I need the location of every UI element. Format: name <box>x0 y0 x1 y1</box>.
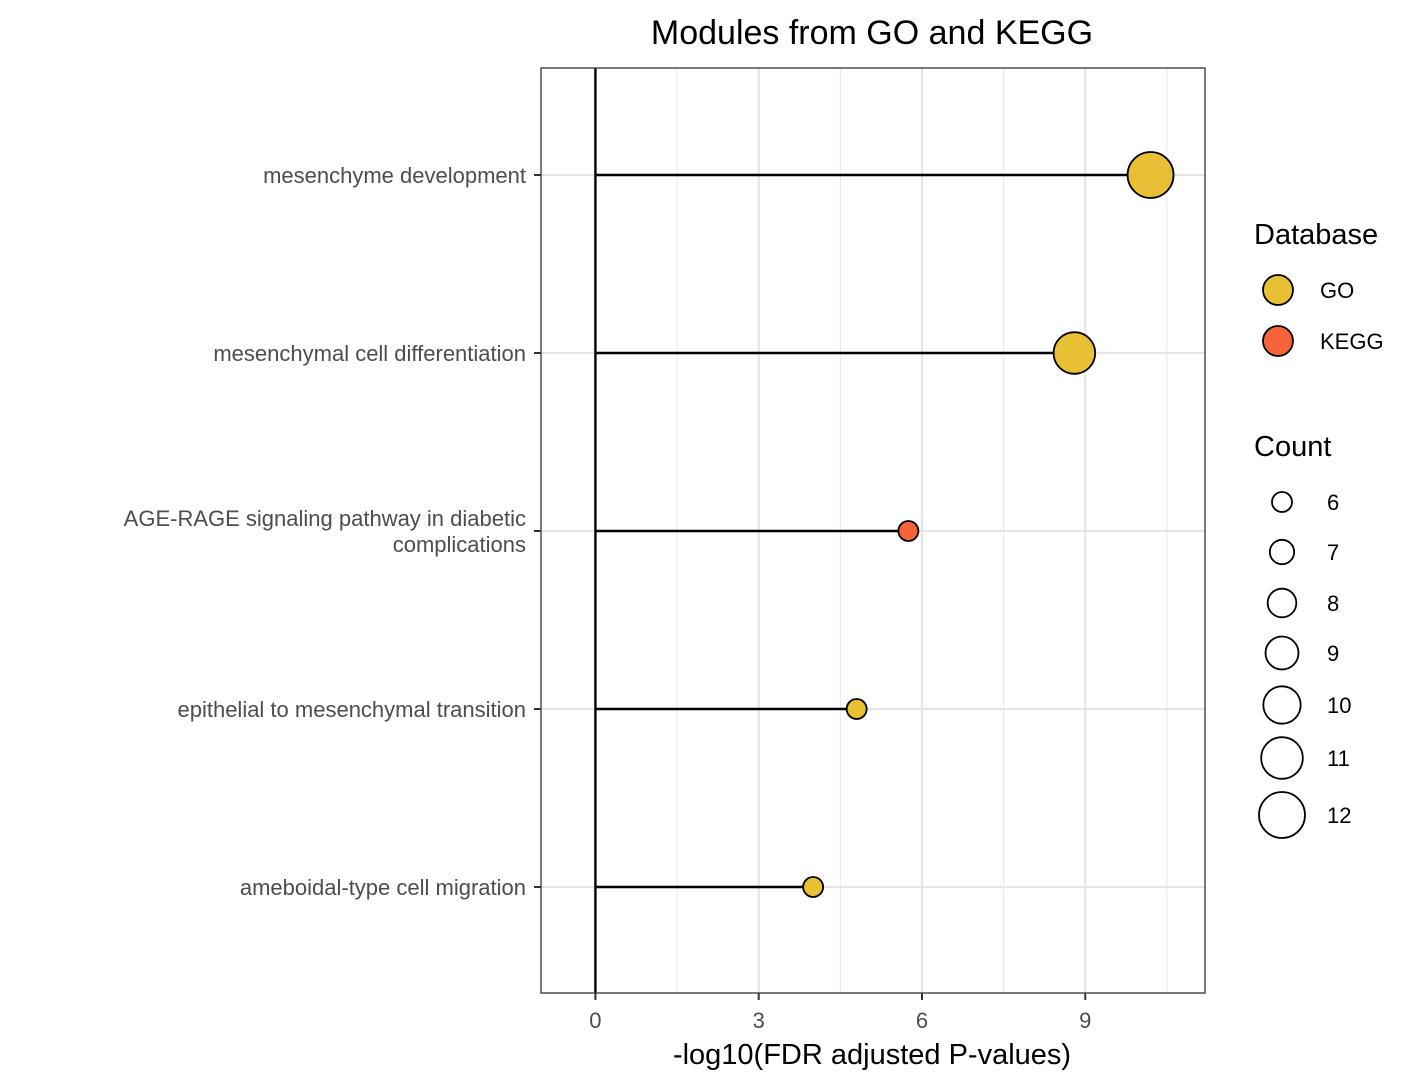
legend-size-key <box>1262 685 1302 725</box>
legend-color-key <box>1262 325 1294 357</box>
legend-size-key <box>1260 736 1304 780</box>
y-category-label: AGE-RAGE signaling pathway in diabetic <box>124 506 526 531</box>
legend: Database GO KEGG Count 6 7 8 9 10 11 12 <box>1254 219 1384 839</box>
chart-title: Modules from GO and KEGG <box>651 14 1093 52</box>
legend-size-key <box>1266 587 1298 619</box>
legend-size-label: 12 <box>1327 803 1351 828</box>
legend-size-label: 8 <box>1327 591 1339 616</box>
legend-title-database: Database <box>1254 219 1378 251</box>
y-category-label: mesenchymal cell differentiation <box>213 341 526 366</box>
data-point <box>845 698 868 720</box>
y-category-label: mesenchyme development <box>263 163 526 188</box>
data-point <box>897 520 920 542</box>
legend-size-key <box>1271 491 1293 513</box>
legend-size-label: 9 <box>1327 641 1339 666</box>
legend-color-label: GO <box>1320 278 1354 303</box>
x-tick-label: 3 <box>753 1008 765 1033</box>
y-category-label: ameboidal-type cell migration <box>240 875 526 900</box>
legend-size-label: 10 <box>1327 693 1351 718</box>
y-category-label: complications <box>393 532 526 557</box>
x-tick-label: 9 <box>1079 1008 1091 1033</box>
y-category-label: epithelial to mesenchymal transition <box>177 697 526 722</box>
data-point <box>1126 151 1175 199</box>
legend-size-label: 11 <box>1327 746 1350 771</box>
legend-title-count: Count <box>1254 431 1331 463</box>
legend-color-label: KEGG <box>1320 329 1384 354</box>
axes: mesenchyme development mesenchymal cell d… <box>124 67 1206 1033</box>
legend-size-key <box>1268 538 1296 566</box>
data-point <box>1052 331 1097 375</box>
x-axis-title: -log10(FDR adjusted P-values) <box>673 1039 1071 1071</box>
legend-size-label: 6 <box>1327 490 1339 515</box>
legend-size-key <box>1258 791 1306 839</box>
data-point <box>802 876 825 898</box>
legend-color-key <box>1262 274 1294 306</box>
legend-size-key <box>1264 635 1300 671</box>
x-tick-label: 0 <box>589 1008 601 1033</box>
data-marks <box>594 68 1175 993</box>
x-tick-label: 6 <box>916 1008 928 1033</box>
legend-size-label: 7 <box>1327 540 1339 565</box>
